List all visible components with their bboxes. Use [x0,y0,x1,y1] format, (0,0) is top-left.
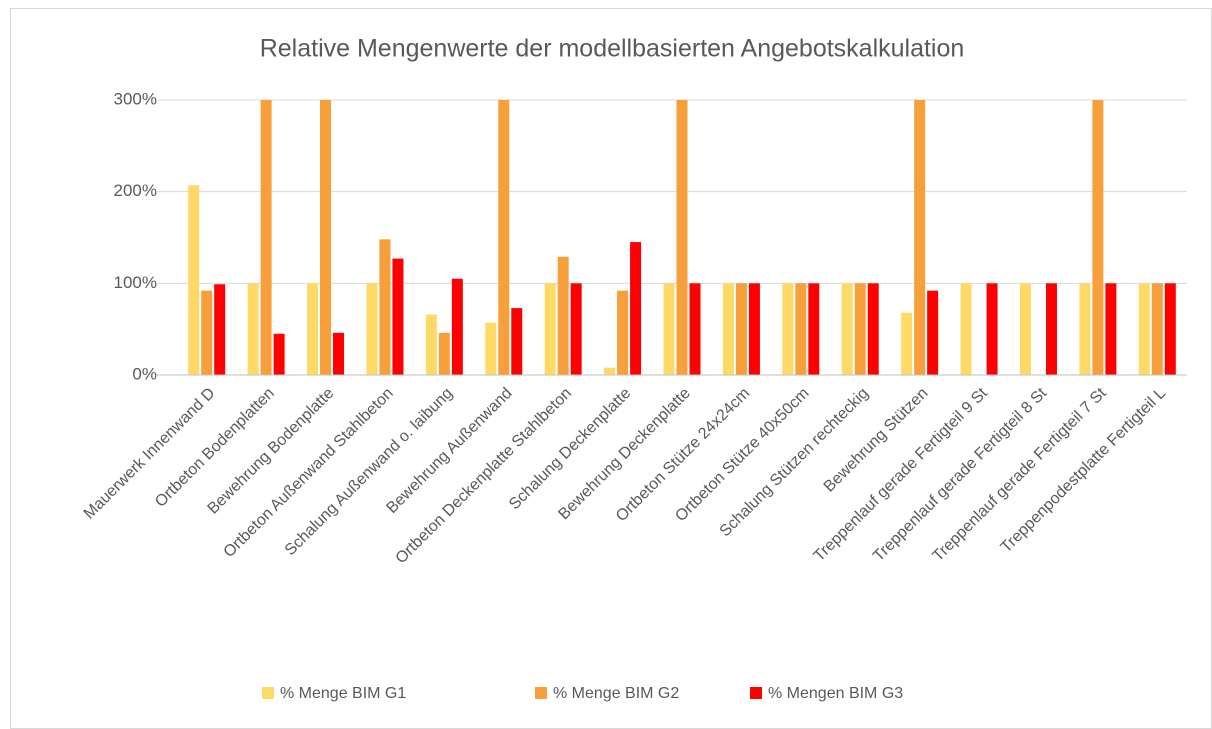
legend-swatch [535,687,547,699]
bar [1105,283,1117,375]
bar [392,258,404,375]
bar [485,322,497,375]
bar [901,312,913,375]
legend-label: % Menge BIM G1 [280,685,406,702]
bar [498,100,510,375]
bar [782,283,794,375]
bar [1079,283,1091,375]
bar [1092,100,1104,375]
bar [722,283,734,375]
bar [735,283,747,375]
bar [676,100,688,375]
legend-swatch [750,687,762,699]
bar [927,290,939,375]
legend-label: % Menge BIM G2 [553,685,679,702]
bar [511,308,523,375]
chart-title: Relative Mengenwerte der modellbasierten… [260,35,965,63]
bar [663,283,675,375]
bar [320,100,332,375]
bar [247,283,259,375]
bar [557,256,569,375]
bar [1045,283,1057,375]
y-tick-label: 300% [114,89,157,108]
bar [630,242,642,375]
bar [795,283,807,375]
bar [1164,283,1176,375]
y-tick-label: 100% [114,273,157,292]
bar [438,332,450,375]
bar [214,284,226,375]
bar [617,290,629,375]
bar [604,367,616,375]
bar [1138,283,1150,375]
bar [1151,283,1163,375]
bar [748,283,760,375]
bar [867,283,879,375]
bar [307,283,319,375]
bar [273,333,285,375]
bar [570,283,582,375]
bar [260,100,272,375]
bar [379,239,391,375]
bar [366,283,378,375]
bar [1019,283,1031,375]
bar [808,283,820,375]
bar [544,283,556,375]
legend-swatch [262,687,274,699]
bar [451,278,463,375]
bar [188,185,200,375]
bar [960,283,972,375]
bar [425,314,437,375]
bar [689,283,701,375]
bar [841,283,853,375]
y-tick-label: 200% [114,181,157,200]
bar [986,283,998,375]
bar [333,332,345,375]
bar [914,100,926,375]
bar [201,290,213,375]
y-tick-label: 0% [132,364,157,383]
bar [854,283,866,375]
legend-label: % Mengen BIM G3 [768,685,903,702]
